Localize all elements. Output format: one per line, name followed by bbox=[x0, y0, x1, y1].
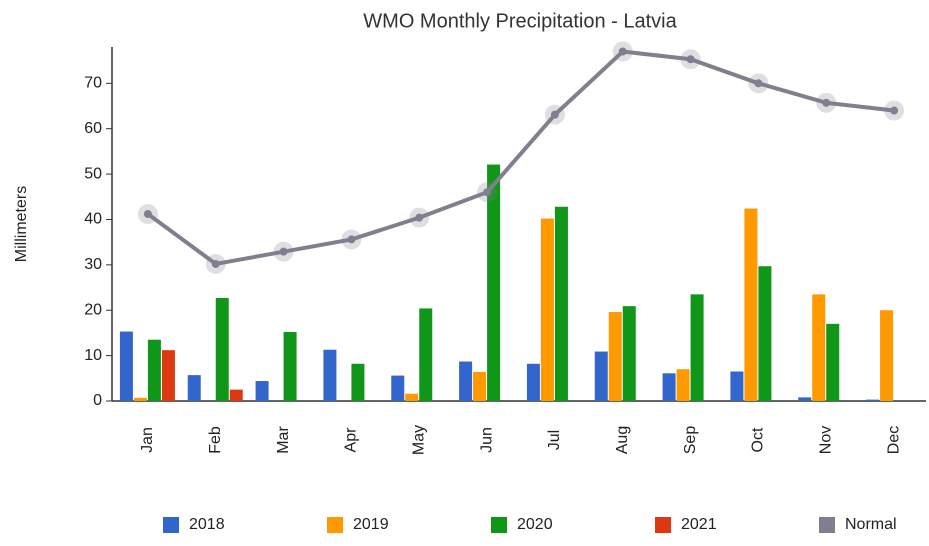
bar bbox=[662, 373, 676, 401]
x-tick-label: Apr bbox=[343, 427, 360, 453]
bar bbox=[147, 339, 161, 401]
bar bbox=[554, 206, 568, 401]
legend-label: 2019 bbox=[353, 516, 389, 533]
bar bbox=[391, 375, 405, 401]
bar bbox=[351, 363, 365, 401]
point bbox=[686, 55, 695, 64]
bar bbox=[187, 375, 201, 401]
bar bbox=[608, 312, 622, 401]
legend-label: 2021 bbox=[681, 516, 717, 533]
point bbox=[347, 235, 356, 244]
bar bbox=[229, 389, 243, 401]
y-tick-label: 0 bbox=[93, 392, 102, 409]
chart-title: WMO Monthly Precipitation - Latvia bbox=[363, 10, 677, 32]
bar bbox=[161, 350, 175, 401]
point bbox=[211, 259, 220, 268]
bar bbox=[744, 208, 758, 401]
legend-label: Normal bbox=[845, 516, 897, 533]
x-tick-label: Oct bbox=[750, 427, 767, 452]
bar bbox=[826, 323, 840, 401]
x-tick-label: Feb bbox=[207, 426, 224, 454]
legend-label: 2020 bbox=[517, 516, 553, 533]
y-tick-label: 10 bbox=[84, 347, 102, 364]
point bbox=[143, 210, 152, 219]
bar bbox=[283, 332, 297, 401]
legend-swatch bbox=[491, 517, 507, 533]
point bbox=[550, 110, 559, 119]
bar bbox=[459, 361, 473, 401]
point bbox=[890, 106, 899, 115]
bar bbox=[215, 297, 229, 401]
point bbox=[754, 79, 763, 88]
bar bbox=[255, 381, 269, 401]
legend-label: 2018 bbox=[189, 516, 225, 533]
bar bbox=[119, 331, 133, 401]
bar bbox=[730, 371, 744, 401]
legend-swatch bbox=[327, 517, 343, 533]
bar bbox=[866, 399, 880, 401]
bar bbox=[594, 351, 608, 401]
legend-swatch bbox=[819, 517, 835, 533]
bar bbox=[405, 393, 419, 401]
y-tick-label: 40 bbox=[84, 211, 102, 228]
point bbox=[279, 247, 288, 256]
bar bbox=[133, 397, 147, 401]
bar bbox=[473, 371, 487, 401]
bar bbox=[526, 363, 540, 401]
y-tick-label: 50 bbox=[84, 165, 102, 182]
legend-swatch bbox=[163, 517, 179, 533]
y-tick-label: 30 bbox=[84, 256, 102, 273]
bar bbox=[798, 397, 812, 401]
bar bbox=[487, 164, 501, 401]
point bbox=[483, 188, 492, 197]
bar bbox=[622, 306, 636, 401]
bar bbox=[812, 294, 826, 401]
line bbox=[146, 49, 895, 267]
x-tick-label: Sep bbox=[682, 426, 699, 455]
x-tick-label: Aug bbox=[614, 426, 631, 454]
y-tick-label: 20 bbox=[84, 301, 102, 318]
bar bbox=[880, 310, 894, 401]
bar bbox=[758, 266, 772, 401]
bar bbox=[676, 369, 690, 401]
x-tick-label: Mar bbox=[275, 426, 292, 454]
bar bbox=[323, 349, 337, 401]
x-tick-label: Dec bbox=[885, 426, 902, 454]
y-axis-label: Millimeters bbox=[13, 186, 30, 262]
point bbox=[618, 47, 627, 56]
x-tick-label: Jun bbox=[478, 427, 495, 453]
x-tick-label: May bbox=[410, 425, 427, 455]
x-tick-label: Nov bbox=[817, 426, 834, 454]
bar bbox=[419, 308, 433, 401]
bar bbox=[690, 294, 704, 401]
x-tick-label: Jan bbox=[139, 427, 156, 453]
legend-swatch bbox=[655, 517, 671, 533]
y-tick-label: 60 bbox=[84, 120, 102, 137]
point bbox=[822, 98, 831, 107]
point bbox=[415, 213, 424, 222]
y-tick-label: 70 bbox=[84, 75, 102, 92]
x-tick-label: Jul bbox=[546, 430, 563, 450]
bar bbox=[540, 218, 554, 401]
